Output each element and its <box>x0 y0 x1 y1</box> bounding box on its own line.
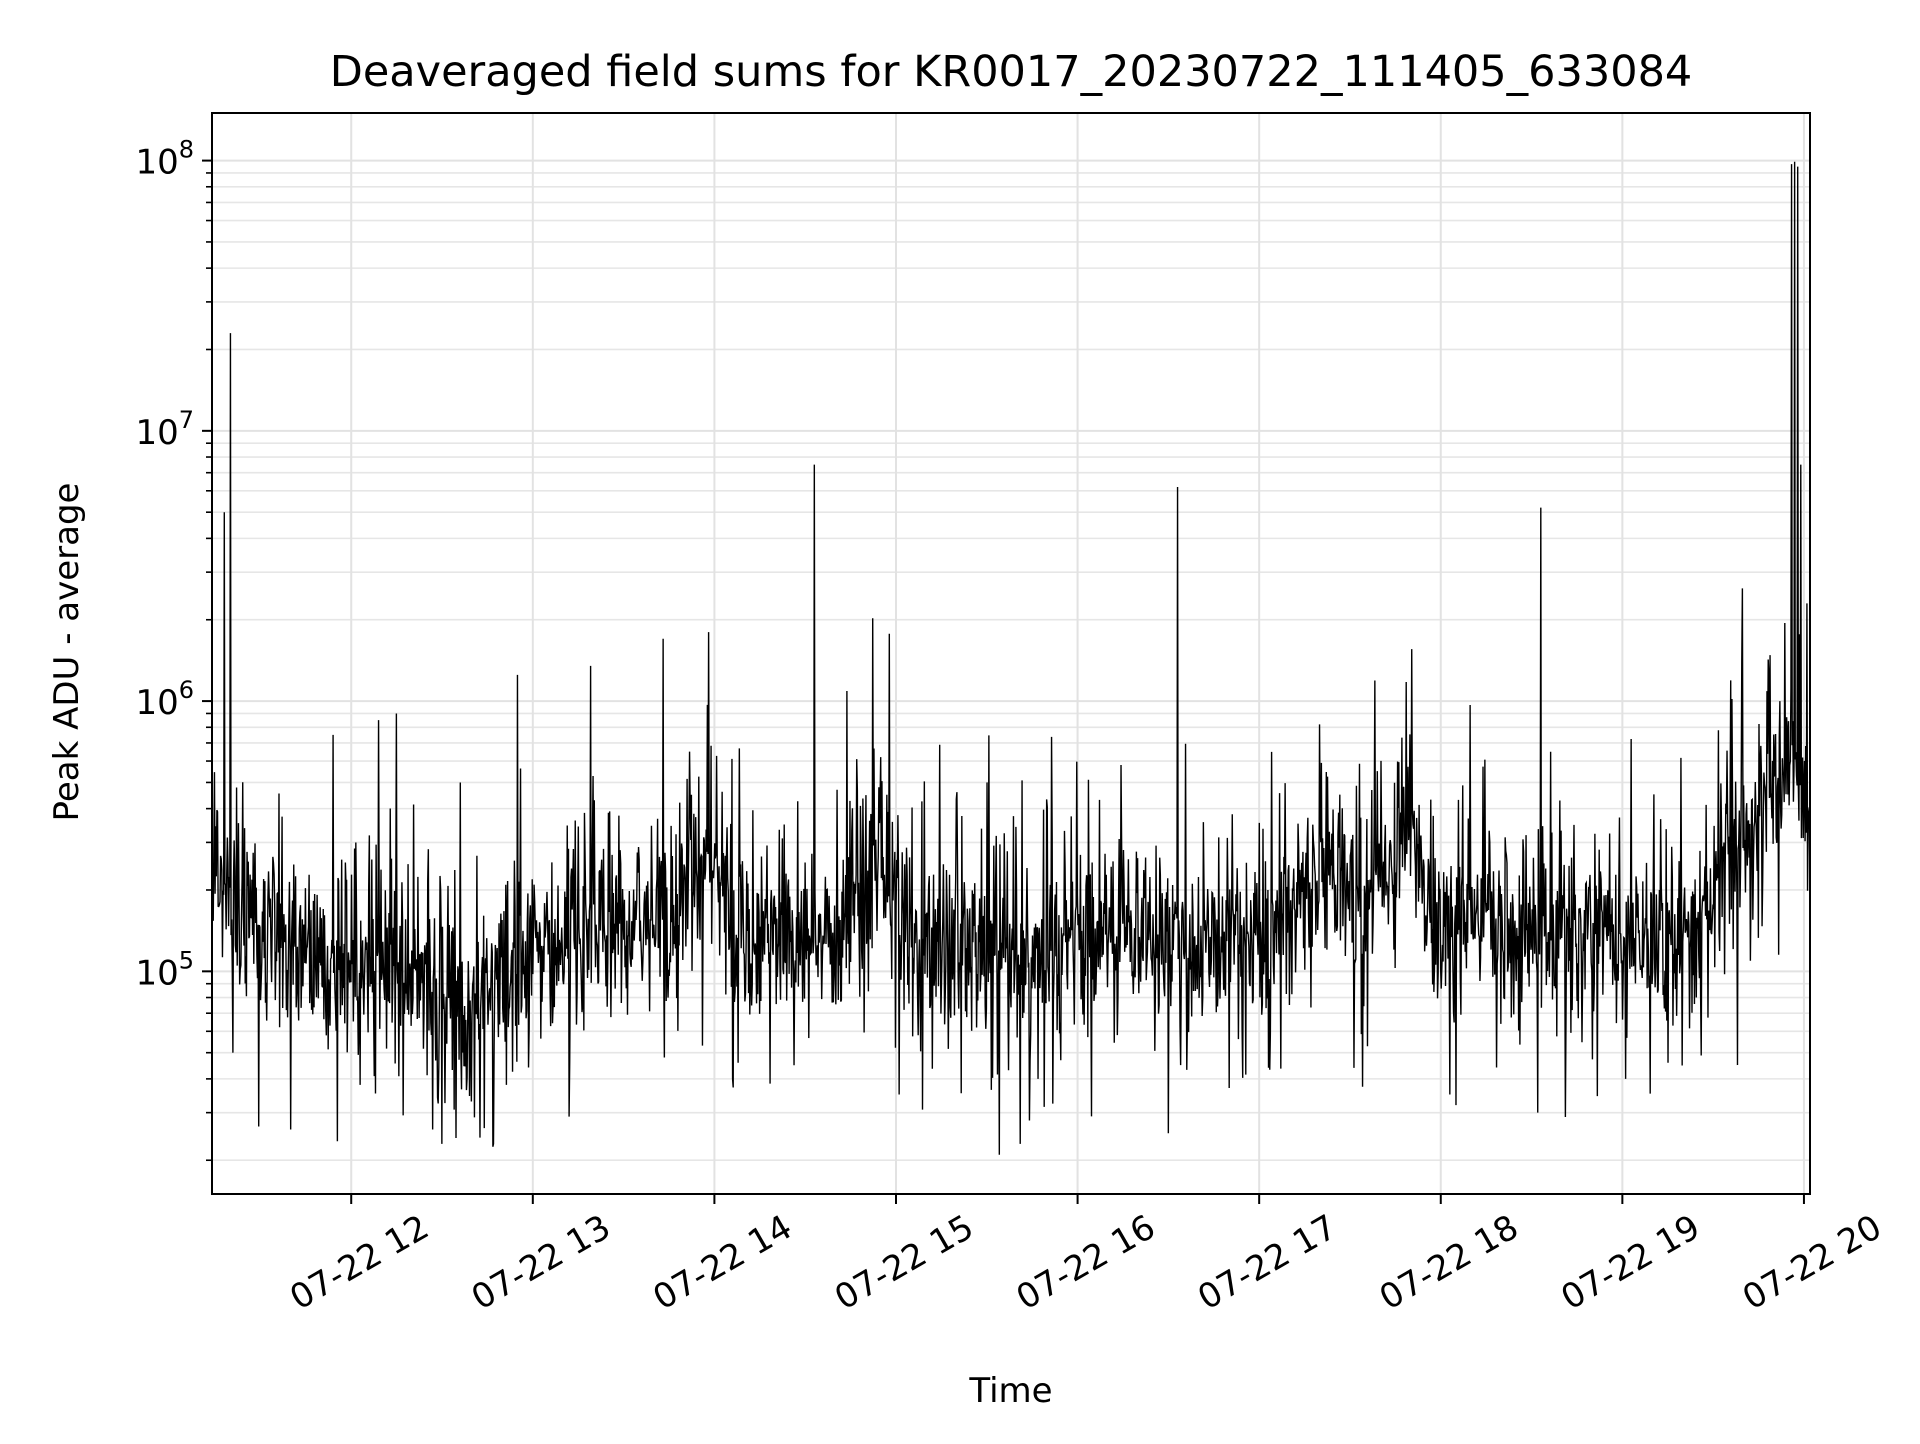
y-tick-label: 107 <box>135 406 194 453</box>
y-tick-label: 108 <box>135 136 194 183</box>
y-axis-label: Peak ADU - average <box>47 483 87 822</box>
y-axis: 105 106 107 108 <box>135 136 212 1162</box>
series-line <box>212 161 1810 1155</box>
chart-title: Deaveraged field sums for KR0017_2023072… <box>330 47 1693 97</box>
plot-frame <box>211 112 1811 1195</box>
y-tick-label: 105 <box>135 946 194 993</box>
series-layer <box>212 161 1810 1155</box>
y-tick-label: 106 <box>135 676 194 723</box>
x-axis-label: Time <box>968 1371 1052 1411</box>
